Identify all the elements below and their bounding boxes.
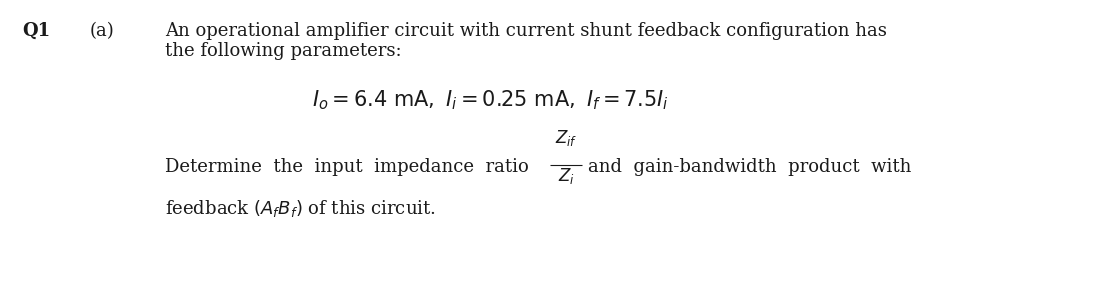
Text: and  gain-bandwidth  product  with: and gain-bandwidth product with [588, 158, 911, 176]
Text: $Z_i$: $Z_i$ [558, 166, 575, 186]
Text: $Z_{if}$: $Z_{if}$ [555, 128, 577, 148]
Text: An operational amplifier circuit with current shunt feedback configuration has: An operational amplifier circuit with cu… [165, 22, 887, 40]
Text: the following parameters:: the following parameters: [165, 42, 402, 60]
Text: Q1: Q1 [22, 22, 50, 40]
Text: $I_o = 6.4\ \mathrm{mA},\ I_i = 0.25\ \mathrm{mA},\ I_f = 7.5I_i$: $I_o = 6.4\ \mathrm{mA},\ I_i = 0.25\ \m… [311, 88, 669, 112]
Text: feedback $(A_f B_f)$ of this circuit.: feedback $(A_f B_f)$ of this circuit. [165, 198, 436, 219]
Text: Determine  the  input  impedance  ratio: Determine the input impedance ratio [165, 158, 529, 176]
Text: (a): (a) [90, 22, 115, 40]
